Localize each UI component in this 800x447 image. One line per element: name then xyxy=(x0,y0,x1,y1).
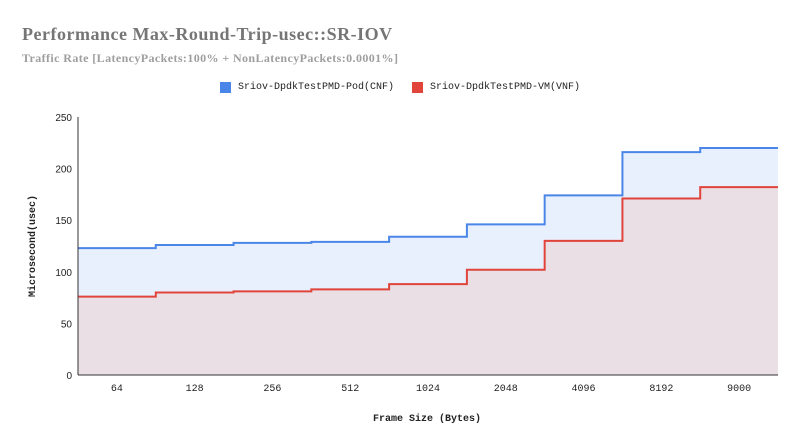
x-tick-label: 128 xyxy=(186,384,204,395)
legend-item-cnf[interactable]: Sriov-DpdkTestPMD-Pod(CNF) xyxy=(219,82,394,93)
series-line-0[interactable] xyxy=(78,146,778,250)
series-lines xyxy=(78,146,778,298)
y-axis-title: Microsecond(usec) xyxy=(27,195,39,297)
x-axis-title: Frame Size (Bytes) xyxy=(373,413,481,425)
legend-item-vnf[interactable]: Sriov-DpdkTestPMD-VM(VNF) xyxy=(412,82,580,93)
legend-swatch-vnf xyxy=(412,82,423,93)
series-area-1 xyxy=(78,187,778,375)
series-line-1[interactable] xyxy=(78,186,778,298)
y-tick-label: 200 xyxy=(55,165,72,176)
legend-label-vnf: Sriov-DpdkTestPMD-VM(VNF) xyxy=(430,82,581,93)
x-axis-ticks: 64 128 256 512 1024 2048 4096 8192 9000 xyxy=(111,384,751,395)
y-axis-ticks: 0 50 100 150 200 250 xyxy=(55,113,72,382)
legend-swatch-cnf xyxy=(219,82,231,93)
x-tick-label: 2048 xyxy=(494,384,518,395)
y-tick-label: 50 xyxy=(61,319,73,330)
axes xyxy=(77,117,778,376)
y-tick-label: 0 xyxy=(66,371,72,382)
x-tick-label: 512 xyxy=(341,384,359,395)
series-areas xyxy=(78,147,778,375)
legend: Sriov-DpdkTestPMD-Pod(CNF) Sriov-DpdkTes… xyxy=(0,82,800,93)
legend-label-cnf: Sriov-DpdkTestPMD-Pod(CNF) xyxy=(237,82,394,93)
x-tick-label: 1024 xyxy=(416,384,440,395)
x-tick-label: 4096 xyxy=(572,384,596,395)
chart-title: Performance Max-Round-Trip-usec::SR-IOV xyxy=(22,24,393,44)
chart-subtitle: Traffic Rate [LatencyPackets:100% + NonL… xyxy=(22,51,399,65)
y-tick-label: 150 xyxy=(55,216,72,227)
x-tick-label: 8192 xyxy=(649,384,673,395)
y-tick-label: 100 xyxy=(55,268,72,279)
x-tick-label: 64 xyxy=(111,384,123,395)
x-tick-label: 9000 xyxy=(727,384,751,395)
y-tick-label: 250 xyxy=(55,113,72,124)
x-tick-label: 256 xyxy=(263,384,281,395)
